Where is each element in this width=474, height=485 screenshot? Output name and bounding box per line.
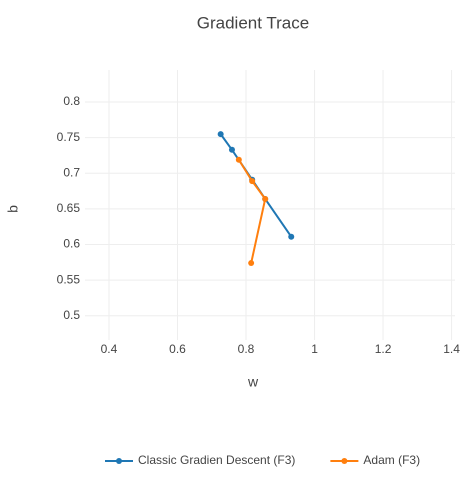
- y-tick-label: 0.65: [57, 201, 81, 215]
- x-tick-label: 0.4: [101, 342, 118, 356]
- x-tick-label: 0.6: [169, 342, 186, 356]
- point: [262, 195, 269, 202]
- y-tick-label: 0.55: [57, 272, 81, 286]
- chart-title: Gradient Trace: [197, 13, 309, 32]
- point: [249, 178, 256, 185]
- y-tick-label: 0.6: [63, 237, 80, 251]
- y-axis-title: b: [5, 205, 21, 213]
- legend-label: Adam (F3): [363, 453, 420, 467]
- point: [235, 156, 242, 163]
- y-tick-label: 0.7: [63, 165, 80, 179]
- legend-marker: [116, 458, 122, 464]
- point: [248, 260, 255, 267]
- point: [217, 131, 224, 138]
- y-tick-label: 0.75: [57, 130, 81, 144]
- legend-label: Classic Gradien Descent (F3): [138, 453, 295, 467]
- series-line: [237, 159, 267, 264]
- legend-item: Adam (F3): [330, 453, 420, 467]
- point: [288, 233, 295, 240]
- x-tick-label: 0.8: [238, 342, 255, 356]
- y-tick-label: 0.5: [63, 308, 80, 322]
- y-tick-label: 0.8: [63, 94, 80, 108]
- x-tick-label: 1.4: [443, 342, 460, 356]
- legend-marker: [341, 458, 348, 464]
- x-tick-label: 1.2: [375, 342, 392, 356]
- point: [228, 146, 235, 153]
- legend-item: Classic Gradien Descent (F3): [105, 453, 295, 467]
- x-axis-title: w: [247, 374, 259, 390]
- x-tick-label: 1: [311, 342, 318, 356]
